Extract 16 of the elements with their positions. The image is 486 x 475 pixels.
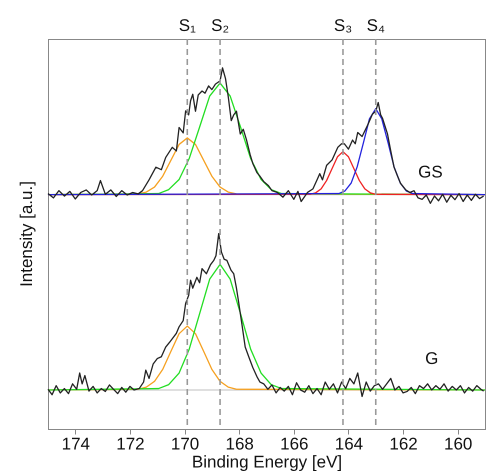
ref-line-label: S₄ bbox=[366, 16, 385, 35]
y-axis-title: Intensity [a.u.] bbox=[17, 181, 36, 287]
x-tick-label: 172 bbox=[116, 434, 145, 454]
x-tick-label: 174 bbox=[62, 434, 90, 454]
x-tick-label: 168 bbox=[226, 434, 254, 454]
ref-line-label: S₂ bbox=[211, 16, 230, 35]
ref-line-label: S₁ bbox=[178, 16, 196, 35]
ref-line-label: S₃ bbox=[334, 16, 352, 35]
series-label: G bbox=[425, 349, 438, 368]
x-tick-label: 170 bbox=[170, 434, 200, 454]
series-label: GS bbox=[418, 162, 443, 182]
x-tick-label: 160 bbox=[444, 434, 472, 454]
x-axis-title: Binding Energy [eV] bbox=[192, 452, 342, 472]
x-tick-label: 164 bbox=[334, 434, 364, 454]
x-tick-label: 166 bbox=[280, 434, 308, 454]
x-tick-label: 162 bbox=[389, 434, 418, 454]
